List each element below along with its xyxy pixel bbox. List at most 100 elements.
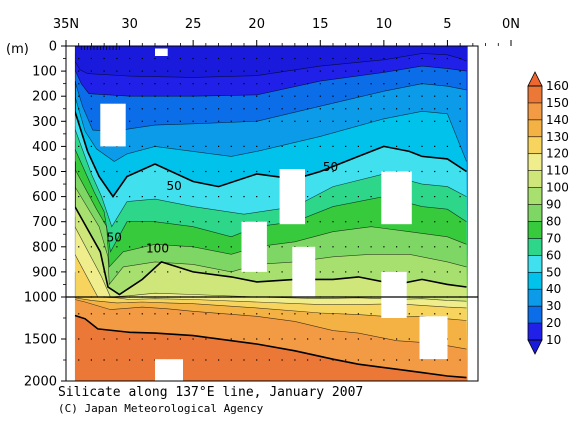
sample-dot xyxy=(218,246,220,248)
sample-dot xyxy=(332,108,334,110)
sample-dot xyxy=(103,95,105,97)
sample-dot xyxy=(230,196,232,198)
sample-dot xyxy=(218,95,220,97)
sample-dot xyxy=(459,70,461,72)
sample-dot xyxy=(78,313,80,315)
sample-dot xyxy=(332,338,334,340)
sample-dot xyxy=(307,359,309,361)
sample-dot xyxy=(90,120,92,122)
sample-dot xyxy=(167,271,169,273)
isopleth-50 xyxy=(74,81,467,199)
sample-dot xyxy=(192,120,194,122)
sample-dot xyxy=(319,359,321,361)
sample-dot xyxy=(90,359,92,361)
sample-dot xyxy=(294,145,296,147)
sample-dot xyxy=(103,57,105,60)
y-tick-label: 700 xyxy=(32,215,57,230)
sample-dot xyxy=(446,70,448,72)
sample-dot xyxy=(192,108,194,110)
colorbar-segment xyxy=(528,153,542,171)
sample-dot xyxy=(154,271,156,273)
sample-dot xyxy=(256,313,258,315)
sample-dot xyxy=(446,313,448,315)
sample-dot xyxy=(268,338,270,340)
sample-dot xyxy=(243,57,245,60)
sample-dot xyxy=(370,108,372,110)
sample-dot xyxy=(268,70,270,72)
sample-dot xyxy=(281,120,283,122)
sample-dot xyxy=(205,338,207,340)
sample-dot xyxy=(243,120,245,122)
x-tick-label: 10 xyxy=(376,17,393,32)
sample-dot xyxy=(357,170,359,173)
colorbar: 10 20 30 40 50 60 70 80 90 100 110 120 130 140 150 160 xyxy=(527,71,569,355)
sample-dot xyxy=(294,359,296,361)
sample-dot xyxy=(421,246,423,248)
sample-dot xyxy=(434,108,436,110)
contour-label: 50 xyxy=(166,179,181,193)
sample-dot xyxy=(218,196,220,198)
sample-dot xyxy=(268,359,270,361)
sample-dot xyxy=(459,145,461,147)
sample-dot xyxy=(408,70,410,72)
no-data-area xyxy=(467,46,478,381)
sample-dot xyxy=(154,57,156,60)
sample-dot xyxy=(345,120,347,122)
sample-dot xyxy=(129,83,131,85)
sample-dot xyxy=(116,83,118,85)
sample-dot xyxy=(357,70,359,72)
sample-dot xyxy=(243,145,245,147)
sample-dot xyxy=(179,221,181,223)
sample-dot xyxy=(154,221,156,223)
y-tick-label: 800 xyxy=(32,240,57,255)
sample-dot xyxy=(332,246,334,248)
sample-dot xyxy=(116,196,118,198)
y-tick-label: 400 xyxy=(32,140,57,155)
sample-dot xyxy=(192,271,194,273)
sample-dot xyxy=(179,170,181,173)
sample-dot xyxy=(129,108,131,110)
colorbar-segment xyxy=(528,255,542,273)
sample-dot xyxy=(230,145,232,147)
sample-dot xyxy=(230,313,232,315)
sample-dot xyxy=(154,170,156,173)
isopleth-140 xyxy=(74,299,467,350)
sample-dot xyxy=(307,196,309,198)
sample-dot xyxy=(179,246,181,248)
sample-dot xyxy=(434,70,436,72)
sample-dot xyxy=(357,83,359,85)
x-tick-label: 25 xyxy=(185,17,202,32)
sample-dot xyxy=(383,108,385,110)
sample-dot xyxy=(370,120,372,122)
colorbar-segment xyxy=(528,221,542,239)
sample-dot xyxy=(281,359,283,361)
sample-dot xyxy=(294,95,296,97)
sample-dot xyxy=(459,108,461,110)
sample-dot xyxy=(434,57,436,60)
sample-dot xyxy=(307,95,309,97)
isopleth-40 xyxy=(74,71,467,162)
sample-dot xyxy=(179,70,181,72)
sample-dot xyxy=(167,196,169,198)
sample-dot xyxy=(294,246,296,248)
sample-dot xyxy=(421,221,423,223)
sample-dot xyxy=(268,57,270,60)
sample-dot xyxy=(345,246,347,248)
sample-dot xyxy=(218,83,220,85)
sample-dot xyxy=(345,271,347,273)
sample-dot xyxy=(129,145,131,147)
y-axis-unit-label: (m) xyxy=(6,42,29,57)
sample-dot xyxy=(421,313,423,315)
sample-dot xyxy=(307,120,309,122)
x-axis: 35N 30 25 20 15 10 5 0N xyxy=(53,17,520,50)
sample-dot xyxy=(205,57,207,60)
sample-dot xyxy=(319,57,321,60)
sample-dot xyxy=(103,170,105,173)
sample-dot xyxy=(256,83,258,85)
sample-dot xyxy=(90,57,92,60)
sample-dot xyxy=(332,221,334,223)
sample-dot xyxy=(230,338,232,340)
sample-dot xyxy=(357,338,359,340)
sample-dot xyxy=(332,313,334,315)
sample-dot xyxy=(230,108,232,110)
